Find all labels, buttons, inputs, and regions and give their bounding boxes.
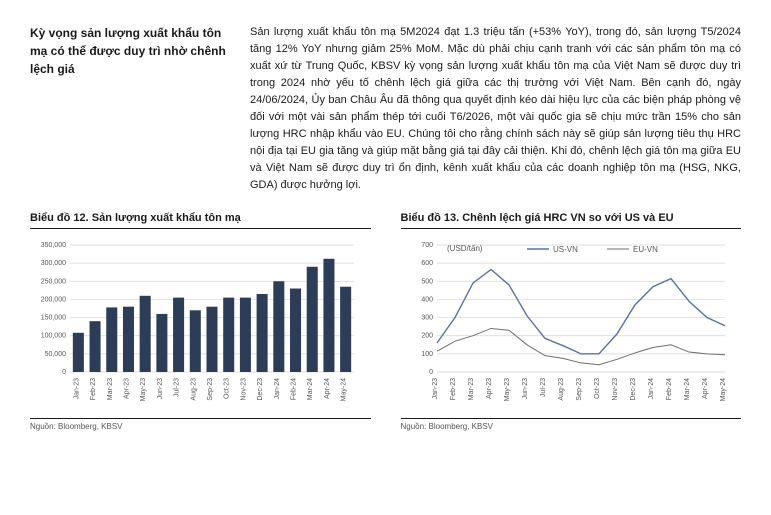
svg-text:Dec-23: Dec-23 bbox=[630, 378, 637, 401]
svg-text:Sep-23: Sep-23 bbox=[576, 378, 583, 401]
svg-text:50,000: 50,000 bbox=[45, 351, 67, 358]
svg-text:400: 400 bbox=[421, 297, 433, 304]
svg-text:Jun-23: Jun-23 bbox=[522, 378, 529, 400]
section-heading: Kỳ vọng sản lượng xuất khẩu tôn mạ có th… bbox=[30, 24, 230, 78]
chart-13-title: Biểu đồ 13. Chênh lệch giá HRC VN so với… bbox=[401, 212, 742, 229]
top-section: Kỳ vọng sản lượng xuất khẩu tôn mạ có th… bbox=[30, 24, 741, 194]
svg-text:Apr-24: Apr-24 bbox=[324, 378, 331, 399]
svg-text:700: 700 bbox=[421, 242, 433, 249]
heading-column: Kỳ vọng sản lượng xuất khẩu tôn mạ có th… bbox=[30, 24, 230, 194]
svg-text:Mar-24: Mar-24 bbox=[307, 378, 314, 400]
chart-12-title: Biểu đồ 12. Sản lượng xuất khẩu tôn mạ bbox=[30, 212, 371, 229]
svg-text:0: 0 bbox=[62, 369, 66, 376]
svg-text:250,000: 250,000 bbox=[41, 279, 66, 286]
svg-text:Jun-23: Jun-23 bbox=[157, 378, 164, 400]
svg-text:Mar-23: Mar-23 bbox=[107, 378, 114, 400]
svg-text:US-VN: US-VN bbox=[553, 245, 578, 254]
chart-13-block: Biểu đồ 13. Chênh lệch giá HRC VN so với… bbox=[401, 212, 742, 431]
svg-text:Jan-23: Jan-23 bbox=[73, 378, 80, 400]
svg-text:200: 200 bbox=[421, 333, 433, 340]
chart-12-block: Biểu đồ 12. Sản lượng xuất khẩu tôn mạ 0… bbox=[30, 212, 371, 431]
svg-text:Aug-23: Aug-23 bbox=[558, 378, 565, 401]
svg-text:(USD/tấn): (USD/tấn) bbox=[447, 244, 483, 253]
svg-text:Sep-23: Sep-23 bbox=[207, 378, 214, 401]
body-column: Sản lượng xuất khẩu tôn mạ 5M2024 đạt 1.… bbox=[250, 24, 741, 194]
svg-text:Jan-24: Jan-24 bbox=[274, 378, 281, 400]
svg-text:May-23: May-23 bbox=[504, 378, 511, 401]
svg-text:500: 500 bbox=[421, 279, 433, 286]
svg-text:May-24: May-24 bbox=[720, 378, 727, 401]
svg-text:EU-VN: EU-VN bbox=[633, 245, 658, 254]
svg-text:Feb-24: Feb-24 bbox=[291, 378, 298, 400]
svg-text:200,000: 200,000 bbox=[41, 297, 66, 304]
svg-text:300,000: 300,000 bbox=[41, 261, 66, 268]
svg-text:Dec-23: Dec-23 bbox=[257, 378, 264, 401]
svg-text:Aug-23: Aug-23 bbox=[190, 378, 197, 401]
svg-text:300: 300 bbox=[421, 315, 433, 322]
svg-text:Mar-24: Mar-24 bbox=[684, 378, 691, 400]
svg-text:0: 0 bbox=[429, 369, 433, 376]
chart-12-source: Nguồn: Bloomberg, KBSV bbox=[30, 418, 371, 431]
svg-text:Feb-24: Feb-24 bbox=[666, 378, 673, 400]
svg-text:Jul-23: Jul-23 bbox=[540, 378, 547, 397]
svg-text:May-24: May-24 bbox=[341, 378, 348, 401]
charts-section: Biểu đồ 12. Sản lượng xuất khẩu tôn mạ 0… bbox=[30, 212, 741, 431]
svg-text:May-23: May-23 bbox=[140, 378, 147, 401]
chart-12-svg: 0 50,000 100,000 150,000 200,000 250,000 300,0… bbox=[30, 237, 360, 412]
svg-text:150,000: 150,000 bbox=[41, 315, 66, 322]
svg-text:Jan-24: Jan-24 bbox=[648, 378, 655, 400]
chart-13-svg: 0 100 200 300 400 500 600 700 (USD/tấn) US-VN EU-V… bbox=[401, 237, 731, 412]
chart-13-source: Nguồn: Bloomberg, KBSV bbox=[401, 418, 742, 431]
svg-text:Oct-23: Oct-23 bbox=[594, 378, 601, 399]
svg-text:100: 100 bbox=[421, 351, 433, 358]
svg-text:Apr-23: Apr-23 bbox=[486, 378, 493, 399]
svg-text:Nov-23: Nov-23 bbox=[240, 378, 247, 401]
svg-text:Jul-23: Jul-23 bbox=[174, 378, 181, 397]
svg-text:350,000: 350,000 bbox=[41, 242, 66, 249]
svg-text:Apr-23: Apr-23 bbox=[123, 378, 130, 399]
svg-text:100,000: 100,000 bbox=[41, 333, 66, 340]
svg-text:600: 600 bbox=[421, 261, 433, 268]
svg-text:Feb-23: Feb-23 bbox=[90, 378, 97, 400]
body-paragraph: Sản lượng xuất khẩu tôn mạ 5M2024 đạt 1.… bbox=[250, 24, 741, 194]
svg-text:Apr-24: Apr-24 bbox=[702, 378, 709, 399]
svg-text:Mar-23: Mar-23 bbox=[468, 378, 475, 400]
svg-text:Feb-23: Feb-23 bbox=[450, 378, 457, 400]
svg-text:Nov-23: Nov-23 bbox=[612, 378, 619, 401]
svg-text:Jan-23: Jan-23 bbox=[432, 378, 439, 400]
svg-text:Oct-23: Oct-23 bbox=[224, 378, 231, 399]
